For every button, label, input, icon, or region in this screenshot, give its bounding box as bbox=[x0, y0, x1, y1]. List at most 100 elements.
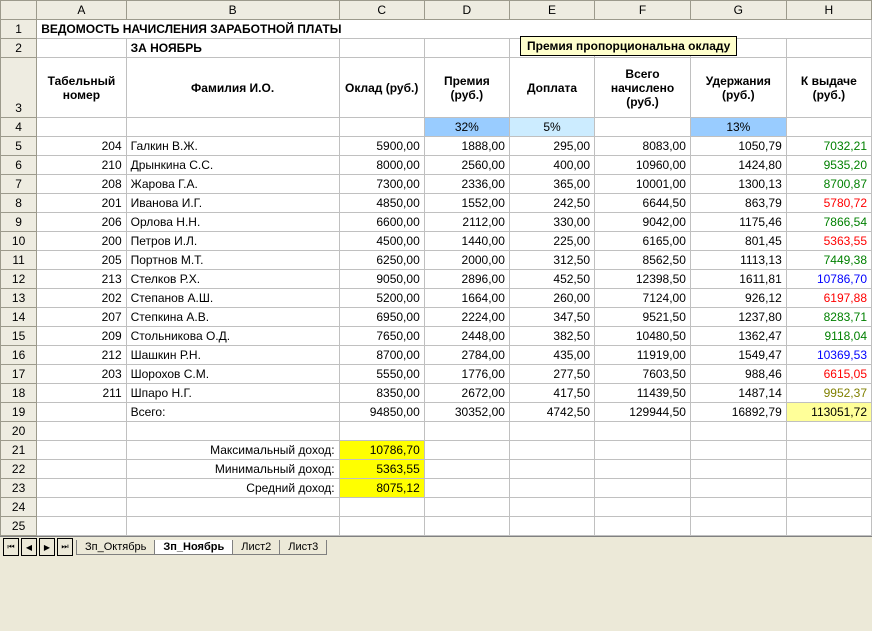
row-header[interactable]: 5 bbox=[1, 137, 37, 156]
total-label[interactable]: Всего: bbox=[126, 403, 339, 422]
row-header[interactable]: 3 bbox=[1, 58, 37, 118]
cell[interactable]: 6250,00 bbox=[339, 251, 424, 270]
cell[interactable] bbox=[509, 479, 594, 498]
cell[interactable] bbox=[339, 118, 424, 137]
cell[interactable]: 2224,00 bbox=[424, 308, 509, 327]
cell[interactable] bbox=[595, 441, 691, 460]
cell[interactable] bbox=[339, 39, 424, 58]
cell[interactable] bbox=[37, 460, 126, 479]
cell[interactable]: 8700,87 bbox=[786, 175, 871, 194]
cell[interactable]: 9521,50 bbox=[595, 308, 691, 327]
cell[interactable]: Иванова И.Г. bbox=[126, 194, 339, 213]
cell[interactable] bbox=[690, 479, 786, 498]
cell[interactable] bbox=[509, 422, 594, 441]
cell[interactable] bbox=[424, 460, 509, 479]
cell[interactable]: 1664,00 bbox=[424, 289, 509, 308]
stat-label[interactable]: Минимальный доход: bbox=[126, 460, 339, 479]
cell[interactable] bbox=[424, 422, 509, 441]
cell[interactable]: 5900,00 bbox=[339, 137, 424, 156]
cell[interactable]: 206 bbox=[37, 213, 126, 232]
cell[interactable]: 1888,00 bbox=[424, 137, 509, 156]
cell[interactable] bbox=[37, 441, 126, 460]
cell[interactable]: 211 bbox=[37, 384, 126, 403]
cell[interactable]: 209 bbox=[37, 327, 126, 346]
cell[interactable]: 4850,00 bbox=[339, 194, 424, 213]
cell[interactable]: 452,50 bbox=[509, 270, 594, 289]
cell[interactable]: 1237,80 bbox=[690, 308, 786, 327]
cell[interactable] bbox=[595, 118, 691, 137]
cell[interactable]: 382,50 bbox=[509, 327, 594, 346]
cell[interactable]: 1050,79 bbox=[690, 137, 786, 156]
percent-cell[interactable]: 5% bbox=[509, 118, 594, 137]
cell[interactable] bbox=[424, 517, 509, 536]
cell[interactable]: 7300,00 bbox=[339, 175, 424, 194]
cell[interactable]: 8350,00 bbox=[339, 384, 424, 403]
percent-cell[interactable]: 32% bbox=[424, 118, 509, 137]
cell[interactable] bbox=[37, 403, 126, 422]
cell[interactable]: 225,00 bbox=[509, 232, 594, 251]
cell[interactable] bbox=[37, 39, 126, 58]
cell[interactable]: 312,50 bbox=[509, 251, 594, 270]
cell[interactable]: 213 bbox=[37, 270, 126, 289]
cell[interactable]: 203 bbox=[37, 365, 126, 384]
row-header[interactable]: 7 bbox=[1, 175, 37, 194]
col-header[interactable]: G bbox=[690, 1, 786, 20]
cell[interactable]: Стелков Р.Х. bbox=[126, 270, 339, 289]
cell[interactable] bbox=[595, 479, 691, 498]
cell[interactable] bbox=[509, 498, 594, 517]
row-header[interactable]: 15 bbox=[1, 327, 37, 346]
cell[interactable]: Орлова Н.Н. bbox=[126, 213, 339, 232]
cell[interactable]: 5780,72 bbox=[786, 194, 871, 213]
cell[interactable]: 5363,55 bbox=[786, 232, 871, 251]
cell[interactable]: 7449,38 bbox=[786, 251, 871, 270]
cell[interactable] bbox=[786, 517, 871, 536]
header-cell[interactable]: К выдаче (руб.) bbox=[786, 58, 871, 118]
cell[interactable]: 2336,00 bbox=[424, 175, 509, 194]
cell[interactable] bbox=[424, 479, 509, 498]
cell[interactable] bbox=[509, 517, 594, 536]
cell[interactable]: Степанов А.Ш. bbox=[126, 289, 339, 308]
cell[interactable]: 10960,00 bbox=[595, 156, 691, 175]
row-header[interactable]: 18 bbox=[1, 384, 37, 403]
cell[interactable]: 365,00 bbox=[509, 175, 594, 194]
cell[interactable]: 801,45 bbox=[690, 232, 786, 251]
cell[interactable] bbox=[595, 460, 691, 479]
col-header[interactable]: F bbox=[595, 1, 691, 20]
cell[interactable]: 12398,50 bbox=[595, 270, 691, 289]
cell[interactable]: 2000,00 bbox=[424, 251, 509, 270]
cell[interactable]: 208 bbox=[37, 175, 126, 194]
row-header[interactable]: 16 bbox=[1, 346, 37, 365]
cell[interactable]: 2560,00 bbox=[424, 156, 509, 175]
cell[interactable]: 1424,80 bbox=[690, 156, 786, 175]
cell[interactable]: 1487,14 bbox=[690, 384, 786, 403]
cell[interactable]: Шорохов С.М. bbox=[126, 365, 339, 384]
title-cell[interactable]: ВЕДОМОСТЬ НАЧИСЛЕНИЯ ЗАРАБОТНОЙ ПЛАТЫ bbox=[37, 20, 872, 39]
row-header[interactable]: 9 bbox=[1, 213, 37, 232]
cell[interactable]: 8000,00 bbox=[339, 156, 424, 175]
tab-nav-first-icon[interactable]: ⏮ bbox=[3, 538, 19, 556]
cell[interactable]: 7650,00 bbox=[339, 327, 424, 346]
cell[interactable]: 207 bbox=[37, 308, 126, 327]
month-cell[interactable]: ЗА НОЯБРЬ bbox=[126, 39, 339, 58]
cell[interactable]: 205 bbox=[37, 251, 126, 270]
cell[interactable]: 202 bbox=[37, 289, 126, 308]
row-header[interactable]: 12 bbox=[1, 270, 37, 289]
tab-nav-next-icon[interactable]: ▶ bbox=[39, 538, 55, 556]
row-header[interactable]: 19 bbox=[1, 403, 37, 422]
cell[interactable] bbox=[690, 460, 786, 479]
cell[interactable]: Шпаро Н.Г. bbox=[126, 384, 339, 403]
col-header[interactable]: H bbox=[786, 1, 871, 20]
stat-value[interactable]: 8075,12 bbox=[339, 479, 424, 498]
cell[interactable]: 2784,00 bbox=[424, 346, 509, 365]
cell[interactable]: 4500,00 bbox=[339, 232, 424, 251]
tab-nav-last-icon[interactable]: ⏭ bbox=[57, 538, 73, 556]
header-cell[interactable]: Премия (руб.) bbox=[424, 58, 509, 118]
cell[interactable]: 9050,00 bbox=[339, 270, 424, 289]
cell[interactable]: 210 bbox=[37, 156, 126, 175]
cell[interactable] bbox=[37, 479, 126, 498]
cell[interactable] bbox=[509, 441, 594, 460]
col-header[interactable]: B bbox=[126, 1, 339, 20]
cell[interactable]: Шашкин Р.Н. bbox=[126, 346, 339, 365]
row-header[interactable]: 11 bbox=[1, 251, 37, 270]
total-cell[interactable]: 16892,79 bbox=[690, 403, 786, 422]
